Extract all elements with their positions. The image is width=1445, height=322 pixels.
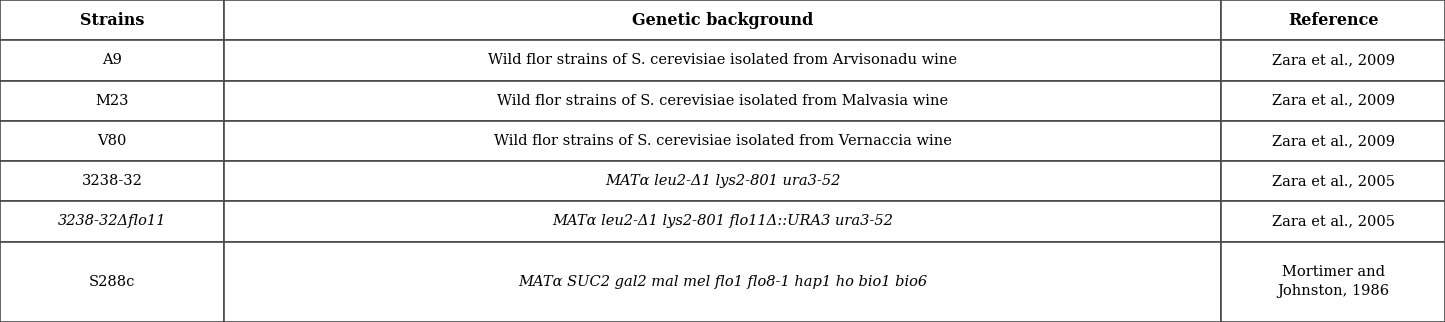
Text: 3238-32Δflo11: 3238-32Δflo11 xyxy=(58,214,166,228)
Text: Reference: Reference xyxy=(1287,12,1379,29)
Bar xyxy=(0,242,224,322)
Bar xyxy=(0,0,224,40)
Bar xyxy=(1221,201,1445,242)
Text: Wild flor strains of S. cerevisiae isolated from Vernaccia wine: Wild flor strains of S. cerevisiae isola… xyxy=(494,134,951,148)
Text: MATα SUC2 gal2 mal mel flo1 flo8-1 hap1 ho bio1 bio6: MATα SUC2 gal2 mal mel flo1 flo8-1 hap1 … xyxy=(517,275,928,289)
Bar xyxy=(224,40,1221,80)
Bar xyxy=(0,80,224,121)
Text: V80: V80 xyxy=(97,134,127,148)
Text: Zara et al., 2009: Zara et al., 2009 xyxy=(1272,134,1394,148)
Bar xyxy=(224,80,1221,121)
Text: MATα leu2-Δ1 lys2-801 ura3-52: MATα leu2-Δ1 lys2-801 ura3-52 xyxy=(605,174,840,188)
Bar xyxy=(224,161,1221,201)
Bar xyxy=(0,161,224,201)
Bar xyxy=(224,242,1221,322)
Bar xyxy=(0,201,224,242)
Text: Wild flor strains of S. cerevisiae isolated from Arvisonadu wine: Wild flor strains of S. cerevisiae isola… xyxy=(488,53,957,67)
Bar xyxy=(1221,242,1445,322)
Bar xyxy=(224,201,1221,242)
Text: Zara et al., 2005: Zara et al., 2005 xyxy=(1272,214,1394,228)
Text: S288c: S288c xyxy=(88,275,136,289)
Text: A9: A9 xyxy=(103,53,121,67)
Text: MATα leu2-Δ1 lys2-801 flo11Δ::URA3 ura3-52: MATα leu2-Δ1 lys2-801 flo11Δ::URA3 ura3-… xyxy=(552,214,893,228)
Text: Zara et al., 2005: Zara et al., 2005 xyxy=(1272,174,1394,188)
Bar xyxy=(0,40,224,80)
Bar xyxy=(0,121,224,161)
Bar xyxy=(1221,0,1445,40)
Text: Zara et al., 2009: Zara et al., 2009 xyxy=(1272,53,1394,67)
Bar xyxy=(224,121,1221,161)
Text: Mortimer and
Johnston, 1986: Mortimer and Johnston, 1986 xyxy=(1277,265,1389,298)
Text: Zara et al., 2009: Zara et al., 2009 xyxy=(1272,94,1394,108)
Bar xyxy=(1221,40,1445,80)
Text: M23: M23 xyxy=(95,94,129,108)
Bar xyxy=(1221,80,1445,121)
Bar xyxy=(224,0,1221,40)
Text: 3238-32: 3238-32 xyxy=(81,174,143,188)
Bar xyxy=(1221,161,1445,201)
Text: Wild flor strains of S. cerevisiae isolated from Malvasia wine: Wild flor strains of S. cerevisiae isola… xyxy=(497,94,948,108)
Bar xyxy=(1221,121,1445,161)
Text: Genetic background: Genetic background xyxy=(631,12,814,29)
Text: Strains: Strains xyxy=(79,12,144,29)
